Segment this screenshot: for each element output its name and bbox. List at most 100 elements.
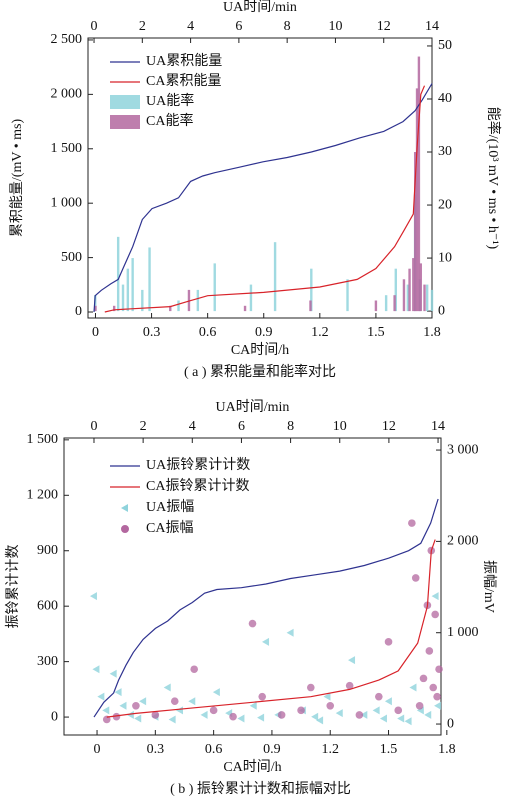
line: [104, 85, 426, 313]
x-tick-label: 0: [92, 325, 99, 340]
point: [348, 656, 356, 665]
x2-tick-label: 2: [140, 419, 147, 434]
x2-tick-label: 0: [90, 419, 97, 434]
rate-bar: [131, 258, 134, 312]
rate-bar: [419, 263, 422, 312]
rate-bar: [374, 300, 378, 312]
rate-bar: [243, 305, 247, 312]
legend-swatch: [110, 95, 140, 109]
y-tick-label: 1 000: [51, 195, 83, 210]
caption: ( b ) 振铃累计计数和振幅对比: [170, 781, 351, 797]
point: [257, 713, 265, 722]
point: [435, 665, 443, 674]
rate-bar: [309, 300, 312, 312]
point: [397, 714, 405, 723]
point: [394, 706, 403, 715]
point: [326, 701, 335, 710]
point: [170, 697, 179, 706]
point: [375, 692, 383, 701]
x-tick-label: 0.6: [199, 325, 217, 340]
x-tick-label: 1.5: [367, 325, 385, 340]
point: [168, 715, 176, 724]
point: [249, 701, 257, 710]
x2-axis-label: UA时间/min: [216, 399, 290, 415]
point: [237, 714, 245, 723]
y-axis-label: 累积能量/(mV • ms): [9, 119, 25, 238]
rate-bar: [406, 284, 410, 312]
rate-bar: [213, 263, 216, 312]
x-tick-label: 1.2: [321, 742, 339, 757]
x2-tick-label: 14: [425, 19, 439, 34]
x2-tick-label: 10: [328, 19, 342, 34]
legend-label: CA累积能量: [146, 73, 221, 89]
point: [379, 714, 387, 723]
rate-bar: [177, 300, 180, 312]
y-axis-label: 振铃累计计数: [5, 545, 21, 629]
y2-tick-label: 40: [438, 91, 452, 106]
point: [384, 697, 392, 706]
legend-swatch: [110, 115, 140, 129]
y-tick-label: 1 200: [27, 488, 59, 503]
y2-tick-label: 10: [438, 250, 452, 265]
point: [345, 681, 354, 690]
point: [433, 692, 441, 701]
x-tick-label: 0.9: [263, 742, 281, 757]
legend-label: CA振幅: [146, 520, 193, 536]
rate-bar: [196, 289, 200, 312]
rate-bar: [413, 152, 417, 312]
y2-tick-label: 30: [438, 144, 452, 159]
point: [102, 706, 110, 715]
rate-bar: [412, 258, 415, 312]
line: [106, 539, 436, 718]
y-tick-label: 500: [61, 250, 82, 265]
x-tick-label: 1.8: [438, 742, 456, 757]
legend-label: UA累积能量: [146, 53, 222, 69]
x2-tick-label: 6: [238, 419, 245, 434]
point: [132, 701, 140, 710]
y2-tick-label: 50: [438, 38, 452, 53]
x-tick-label: 1.2: [311, 325, 329, 340]
x2-tick-label: 8: [287, 419, 294, 434]
point: [200, 710, 208, 719]
y2-axis-label: 能率/(10³ mV • ms • h⁻¹): [485, 107, 502, 250]
rate-bar: [310, 268, 313, 312]
rate-bar: [384, 295, 388, 312]
point: [408, 519, 416, 527]
rate-bar: [417, 56, 421, 312]
x2-tick-label: 8: [284, 19, 291, 34]
rate-bar: [430, 289, 434, 312]
point: [190, 665, 199, 674]
point: [384, 638, 393, 646]
point: [212, 688, 220, 697]
x-tick-label: 1.5: [380, 742, 398, 757]
x-axis-label: CA时间/h: [223, 759, 281, 775]
point: [258, 692, 267, 701]
y-tick-label: 0: [75, 304, 82, 319]
point: [306, 683, 315, 692]
point: [92, 665, 100, 674]
x-tick-label: 0: [94, 742, 101, 757]
x-tick-label: 0.6: [205, 742, 223, 757]
point: [97, 692, 105, 701]
x2-tick-label: 4: [189, 419, 196, 434]
y2-axis-label: 振幅/mV: [481, 560, 497, 613]
point: [404, 717, 412, 726]
rate-bar: [273, 242, 277, 312]
point: [109, 669, 117, 678]
legend-label: UA能率: [146, 92, 194, 109]
point: [372, 706, 380, 715]
legend-label: UA振幅: [146, 499, 194, 515]
rate-bar: [346, 279, 349, 312]
x2-axis-label: UA时间/min: [223, 0, 297, 15]
rate-bar: [425, 284, 429, 312]
point: [126, 710, 134, 719]
y2-tick-label: 0: [438, 303, 445, 318]
point: [139, 697, 147, 706]
x-tick-label: 0.3: [143, 325, 161, 340]
point: [89, 592, 97, 601]
rate-bar: [249, 284, 253, 312]
point: [355, 711, 364, 719]
rate-bar: [126, 268, 130, 312]
x2-tick-label: 14: [431, 419, 445, 434]
